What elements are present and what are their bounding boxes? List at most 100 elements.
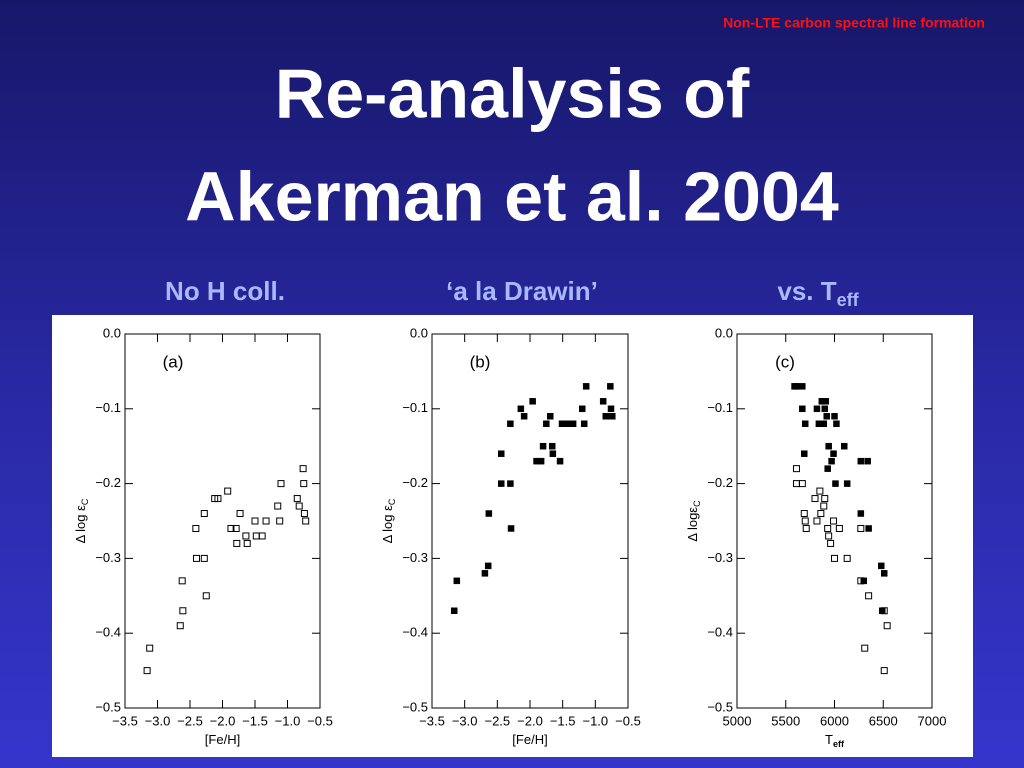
x-axis-label-text: [Fe/H] bbox=[512, 732, 547, 747]
data-point bbox=[302, 517, 310, 525]
data-point bbox=[792, 465, 800, 473]
data-point bbox=[599, 398, 607, 405]
data-point bbox=[178, 577, 186, 585]
data-point bbox=[821, 405, 828, 413]
data-point bbox=[825, 442, 832, 450]
data-point bbox=[798, 480, 806, 488]
data-point bbox=[820, 502, 828, 510]
x-tick-label: −0.5 bbox=[307, 713, 333, 728]
x-tick-label: −3.0 bbox=[452, 713, 478, 728]
data-point bbox=[507, 480, 514, 487]
x-tick-label: −1.5 bbox=[550, 713, 576, 728]
data-point bbox=[602, 413, 610, 420]
y-tick-label: 0.0 bbox=[103, 325, 121, 340]
data-point bbox=[865, 592, 873, 600]
slide-header: Non-LTE carbon spectral line formation bbox=[723, 15, 985, 31]
data-point bbox=[865, 525, 872, 532]
data-point bbox=[579, 405, 586, 413]
y-tick-label: −0.5 bbox=[707, 699, 733, 714]
data-point bbox=[243, 539, 251, 547]
data-point bbox=[880, 570, 888, 577]
y-tick-label: −0.4 bbox=[707, 625, 733, 640]
x-axis-label: Teff bbox=[825, 732, 845, 749]
data-point bbox=[607, 405, 615, 413]
data-point bbox=[830, 450, 837, 457]
data-point bbox=[507, 420, 514, 428]
data-point bbox=[295, 502, 303, 510]
x-tick-label: 5000 bbox=[723, 713, 752, 728]
y-tick-label: −0.1 bbox=[95, 400, 121, 415]
x-axis-label-sub: eff bbox=[833, 739, 845, 749]
x-axis-label-text: [Fe/H] bbox=[205, 732, 240, 747]
data-point bbox=[520, 413, 528, 420]
y-tick-label: −0.3 bbox=[95, 550, 121, 565]
data-point bbox=[831, 554, 838, 562]
data-point bbox=[200, 510, 208, 518]
data-point bbox=[822, 398, 829, 405]
figure-panel bbox=[52, 315, 973, 757]
data-point bbox=[832, 480, 839, 487]
y-tick-label: −0.5 bbox=[402, 699, 428, 714]
data-point bbox=[835, 524, 843, 532]
data-point bbox=[176, 622, 184, 630]
panel-title-sub: eff bbox=[837, 290, 860, 310]
y-axis-label: Δ log εC bbox=[380, 498, 397, 543]
data-point bbox=[580, 420, 588, 428]
panel-annotation: (a) bbox=[163, 352, 184, 371]
x-tick-label: −3.0 bbox=[145, 713, 171, 728]
data-point bbox=[200, 554, 208, 562]
data-point bbox=[878, 562, 885, 570]
x-tick-label: 6000 bbox=[820, 713, 849, 728]
x-tick-label: −1.0 bbox=[275, 713, 301, 728]
data-point bbox=[543, 420, 550, 428]
data-point bbox=[537, 457, 545, 465]
data-point bbox=[607, 383, 614, 390]
y-tick-label: −0.1 bbox=[402, 400, 428, 415]
y-axis-label-sub: C bbox=[80, 498, 90, 505]
y-tick-label: −0.1 bbox=[707, 400, 733, 415]
data-point bbox=[274, 502, 282, 510]
x-tick-label: −2.5 bbox=[484, 713, 510, 728]
data-point bbox=[556, 457, 564, 465]
data-point bbox=[861, 644, 869, 652]
data-point bbox=[262, 517, 270, 525]
data-point bbox=[232, 524, 240, 532]
x-axis-label-text: T bbox=[825, 732, 833, 747]
data-point bbox=[609, 413, 616, 420]
data-point bbox=[813, 405, 821, 413]
y-axis-label-text: Δ logε bbox=[685, 507, 700, 542]
data-point bbox=[214, 495, 222, 503]
y-axis-label: Δ log εC bbox=[73, 498, 90, 543]
data-point bbox=[227, 524, 235, 532]
x-tick-label: −1.0 bbox=[582, 713, 608, 728]
data-point bbox=[817, 510, 825, 518]
data-point bbox=[498, 450, 505, 457]
y-tick-label: −0.4 bbox=[95, 625, 121, 640]
data-point bbox=[879, 607, 886, 615]
data-point bbox=[548, 442, 556, 450]
data-point bbox=[242, 532, 250, 540]
panel-title-text: vs. T bbox=[777, 276, 836, 306]
data-point bbox=[485, 510, 493, 517]
data-point bbox=[823, 413, 830, 420]
data-point bbox=[883, 622, 891, 630]
x-axis-label: [Fe/H] bbox=[512, 732, 547, 747]
data-point bbox=[558, 420, 566, 428]
data-point bbox=[799, 405, 806, 413]
panel-title: vs. Teff bbox=[777, 276, 859, 310]
data-point bbox=[800, 510, 808, 518]
data-point bbox=[802, 420, 809, 428]
y-tick-label: 0.0 bbox=[715, 325, 733, 340]
data-point bbox=[498, 480, 505, 487]
data-point bbox=[277, 480, 285, 488]
data-point bbox=[864, 457, 871, 465]
data-point bbox=[843, 554, 851, 562]
y-tick-label: −0.4 bbox=[402, 625, 428, 640]
data-point bbox=[857, 524, 865, 532]
data-point bbox=[276, 517, 284, 525]
data-point bbox=[233, 539, 241, 547]
data-point bbox=[857, 510, 865, 517]
data-point bbox=[833, 420, 840, 428]
data-point bbox=[453, 577, 461, 585]
data-point bbox=[300, 510, 308, 518]
